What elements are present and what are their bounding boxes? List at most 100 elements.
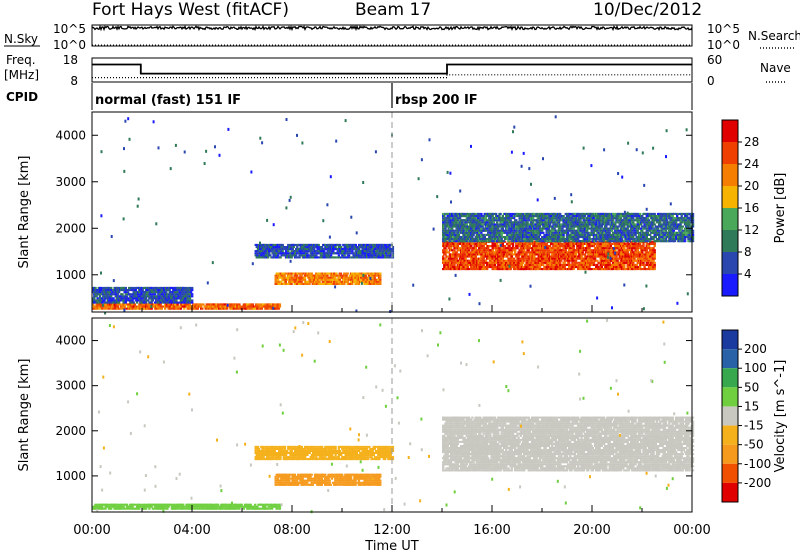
power-cell xyxy=(339,272,343,275)
power-cell xyxy=(511,223,515,226)
power-cell xyxy=(532,217,535,220)
power-cell xyxy=(546,251,549,254)
power-cell xyxy=(156,297,159,300)
power-cell xyxy=(137,293,140,296)
power-cell xyxy=(447,251,450,254)
power-cell xyxy=(633,247,636,250)
power-cell xyxy=(272,248,275,251)
power-cell xyxy=(161,305,165,308)
power-cell xyxy=(99,303,103,306)
power-cell xyxy=(453,231,456,234)
power-cell xyxy=(473,231,476,234)
power-cell xyxy=(518,240,521,243)
power-cell xyxy=(318,280,321,283)
power-cell xyxy=(442,255,445,258)
power-cell xyxy=(574,253,578,256)
power-cell xyxy=(538,268,542,271)
power-cell xyxy=(617,247,620,250)
power-cell xyxy=(515,238,518,241)
power-cell xyxy=(483,268,486,271)
power-cell xyxy=(369,250,372,253)
power-cell xyxy=(319,274,322,277)
power-cell xyxy=(498,253,501,256)
power-cell xyxy=(288,274,291,277)
power-cell xyxy=(584,257,588,260)
power-cell xyxy=(651,251,654,254)
power-cell xyxy=(601,255,605,258)
power-cell xyxy=(611,261,615,264)
power-cell xyxy=(455,257,458,260)
power-cell xyxy=(523,238,526,241)
power-cell xyxy=(453,263,456,266)
power-cell xyxy=(389,254,392,257)
power-cell xyxy=(512,266,516,269)
power-cell xyxy=(581,251,584,254)
power-cell xyxy=(151,299,154,302)
power-cell xyxy=(528,225,531,228)
power-cell xyxy=(297,248,300,251)
power-cell xyxy=(516,236,519,239)
power-cell xyxy=(457,247,461,250)
power-cell xyxy=(446,233,449,236)
power-cell xyxy=(515,219,518,222)
power-cell xyxy=(353,256,356,259)
power-cell xyxy=(505,259,508,262)
power-cell xyxy=(379,282,382,285)
power-cell xyxy=(514,251,517,254)
power-cell xyxy=(490,259,493,262)
power-cell xyxy=(453,229,456,232)
power-cell xyxy=(652,259,655,262)
power-cell xyxy=(290,274,293,277)
power-cell xyxy=(653,268,656,271)
power-cell xyxy=(629,253,633,256)
power-cell xyxy=(107,286,111,289)
power-cell xyxy=(506,236,509,239)
power-cell xyxy=(568,266,571,269)
power-cell xyxy=(352,246,355,249)
power-cell xyxy=(548,261,552,264)
power-cell xyxy=(106,293,109,296)
power-cell xyxy=(485,221,489,224)
power-cell xyxy=(365,254,369,257)
power-cell xyxy=(110,289,113,292)
power-cell xyxy=(263,246,266,249)
power-cell xyxy=(525,266,528,269)
power-cell xyxy=(520,225,524,228)
power-cell xyxy=(336,252,339,255)
power-cell xyxy=(121,307,124,310)
power-cell xyxy=(647,253,651,256)
power-cell xyxy=(344,248,347,251)
power-cell xyxy=(512,231,516,234)
power-cell xyxy=(246,303,249,306)
power-cell xyxy=(328,252,332,255)
power-cell xyxy=(152,289,156,292)
power-cell xyxy=(525,253,528,256)
power-cell xyxy=(499,225,502,228)
power-cell xyxy=(645,257,648,260)
noise-left-tick-bottom: 10^0 xyxy=(53,38,86,52)
power-cell xyxy=(464,257,467,260)
power-cell xyxy=(337,254,341,257)
power-cell xyxy=(593,259,597,262)
power-cell xyxy=(601,242,605,245)
power-cell xyxy=(177,295,180,298)
power-cells xyxy=(92,115,695,315)
power-cell xyxy=(480,247,483,250)
power-cell xyxy=(175,299,178,302)
power-cell xyxy=(489,266,492,269)
power-cell xyxy=(526,219,529,222)
power-cell xyxy=(262,248,265,251)
power-cell xyxy=(236,307,239,310)
power-cell xyxy=(512,257,516,260)
power-cell xyxy=(139,289,142,292)
power-cell xyxy=(379,274,382,277)
power-cell xyxy=(283,254,287,257)
power-cell xyxy=(286,278,290,281)
power-cell xyxy=(306,252,309,255)
power-cell xyxy=(479,242,482,245)
power-cell xyxy=(482,263,485,266)
power-cell xyxy=(449,217,453,220)
power-cell xyxy=(616,251,619,254)
power-cell xyxy=(614,249,617,252)
power-cell xyxy=(526,221,529,224)
